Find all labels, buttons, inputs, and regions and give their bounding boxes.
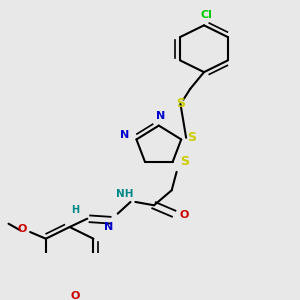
Text: O: O (18, 224, 27, 234)
Text: O: O (180, 210, 189, 220)
Text: N: N (120, 130, 129, 140)
Text: N: N (156, 111, 165, 121)
Text: NH: NH (116, 189, 133, 199)
Text: S: S (176, 98, 185, 110)
Text: H: H (71, 205, 80, 215)
Text: Cl: Cl (200, 10, 212, 20)
Text: S: S (180, 155, 189, 168)
Text: O: O (71, 290, 80, 300)
Text: N: N (104, 222, 113, 232)
Text: S: S (188, 131, 196, 144)
